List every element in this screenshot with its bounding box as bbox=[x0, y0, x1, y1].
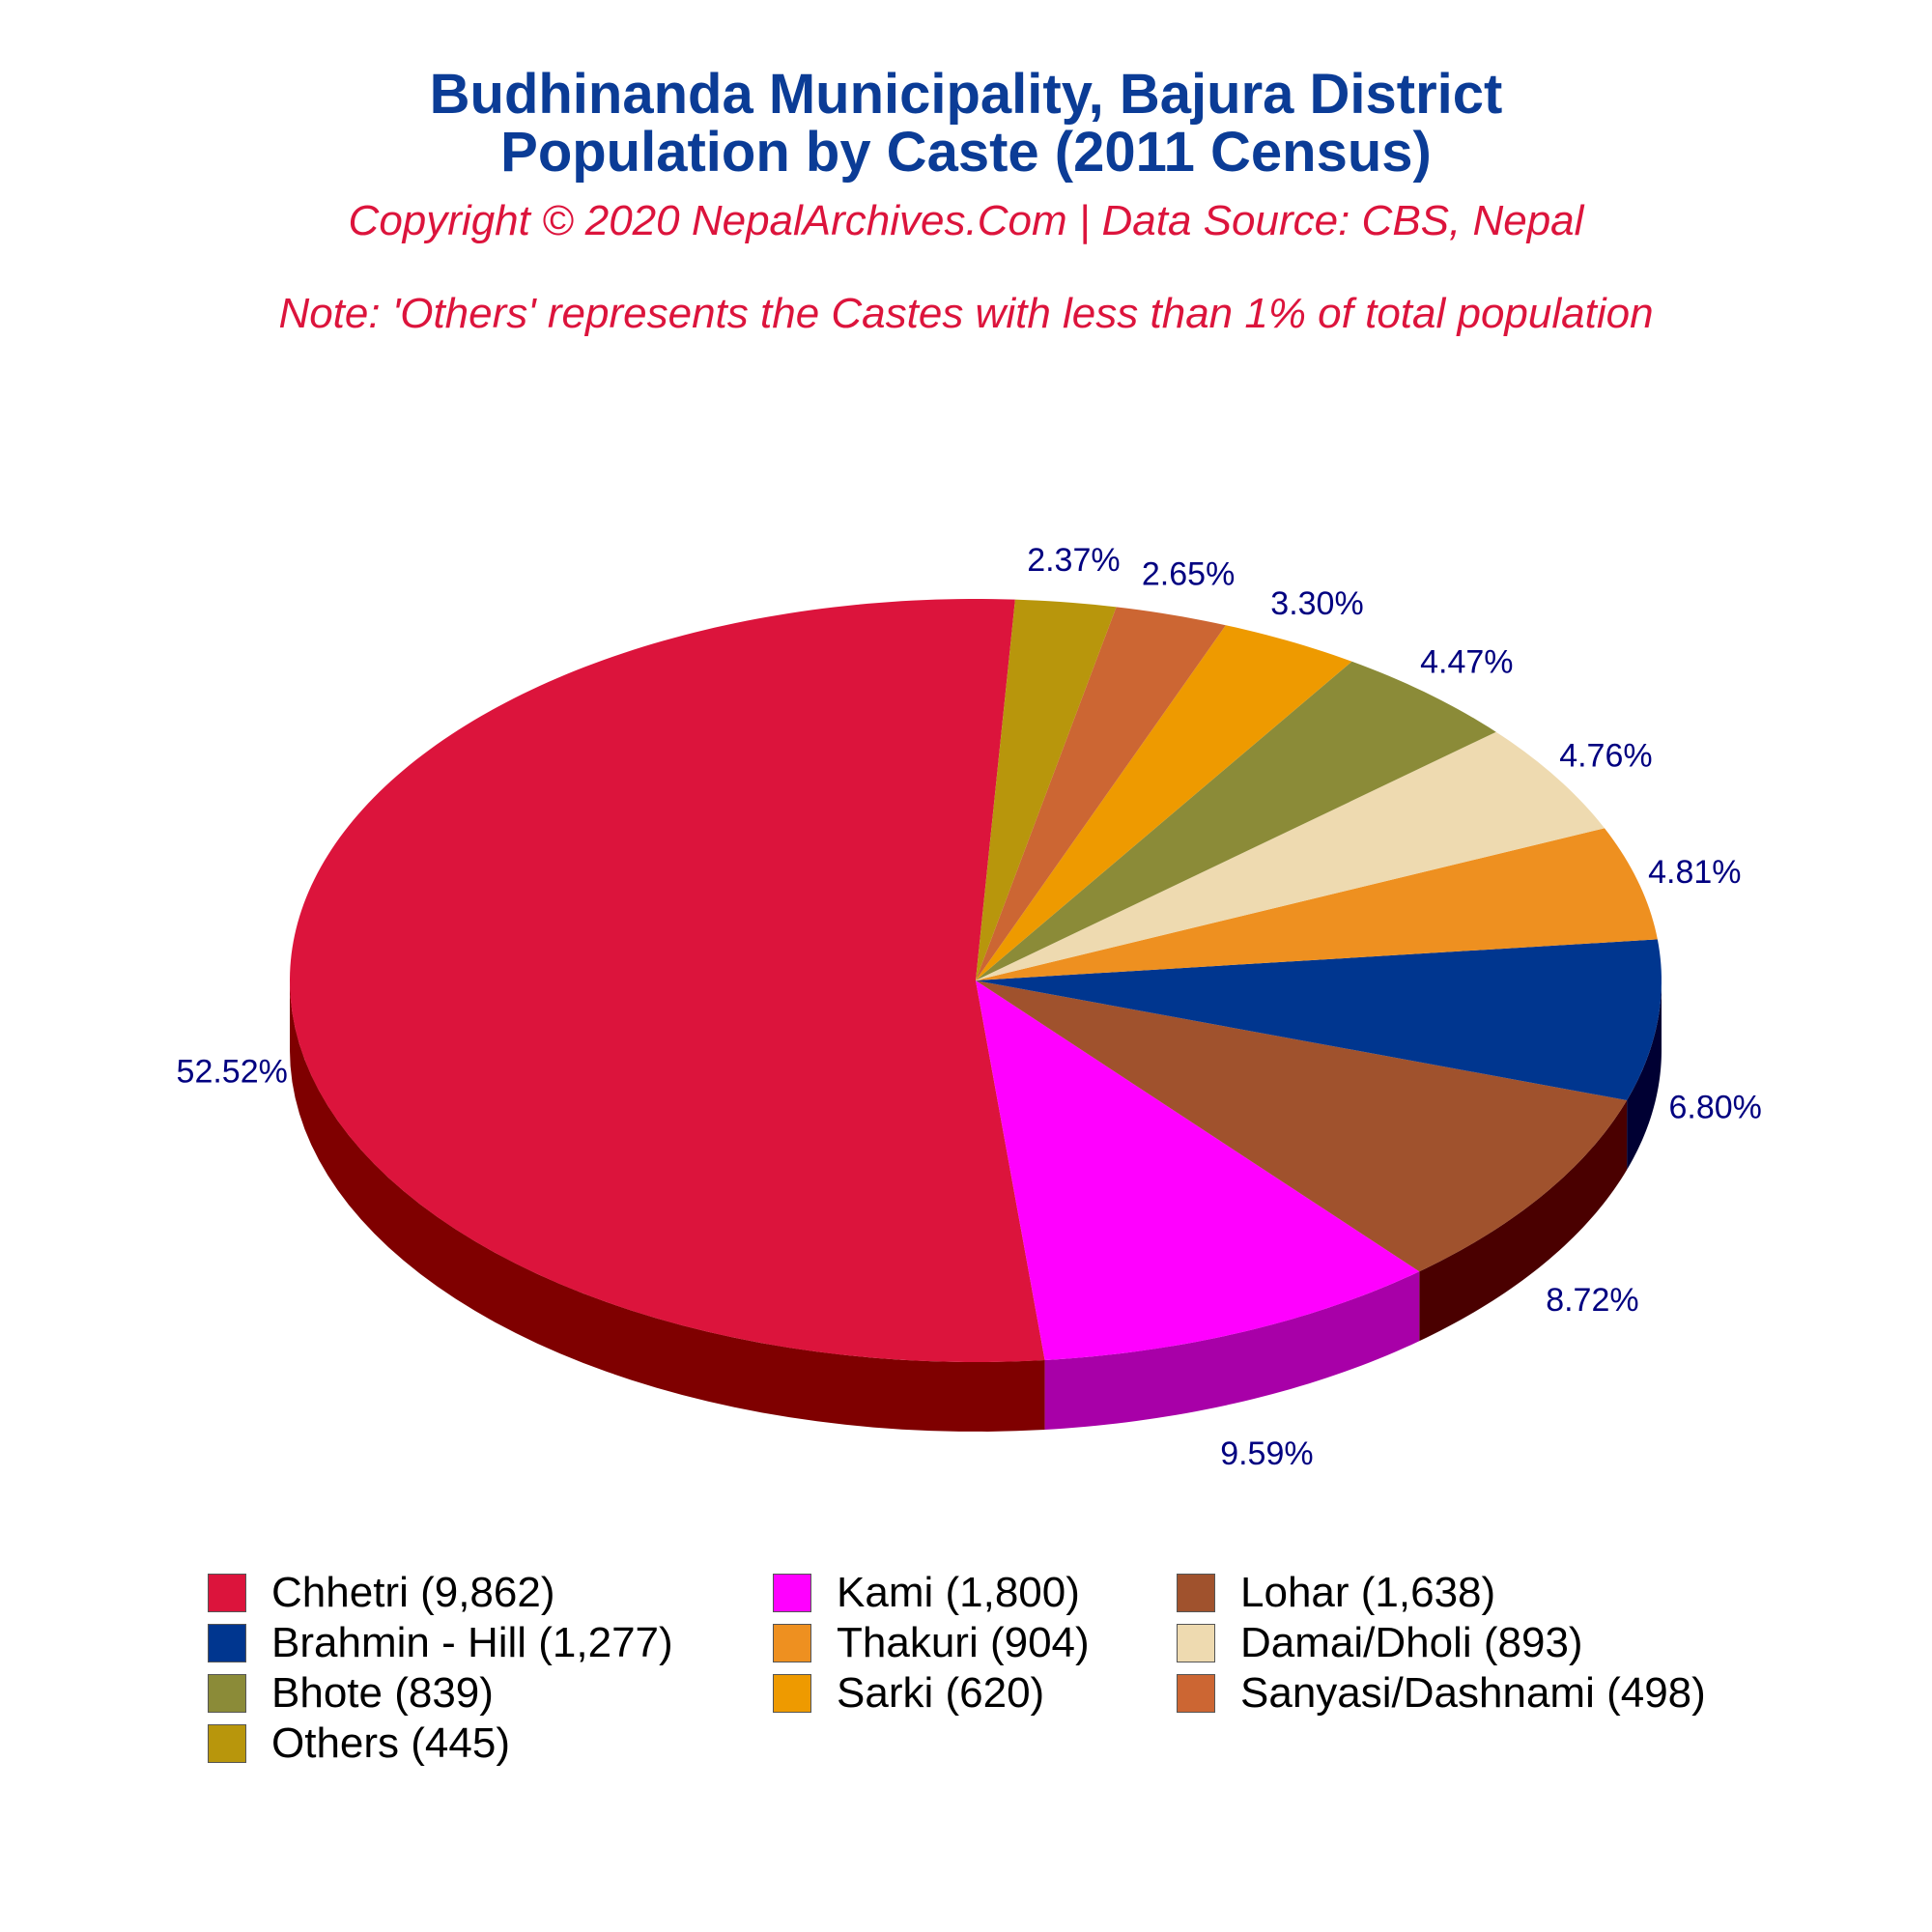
legend-label: Sanyasi/Dashnami (498) bbox=[1240, 1669, 1706, 1717]
pie-slice-brahmin-hill bbox=[976, 939, 1662, 1100]
legend-swatch bbox=[1177, 1574, 1215, 1612]
legend-item-kami: Kami (1,800) bbox=[773, 1567, 1080, 1619]
legend-item-bhote: Bhote (839) bbox=[208, 1667, 494, 1719]
legend-item-sanyasi-dashnami: Sanyasi/Dashnami (498) bbox=[1177, 1667, 1706, 1719]
legend-swatch bbox=[208, 1674, 246, 1713]
pct-label-others: 2.37% bbox=[1027, 542, 1120, 579]
legend-item-thakuri: Thakuri (904) bbox=[773, 1617, 1090, 1669]
legend-label: Damai/Dholi (893) bbox=[1240, 1619, 1583, 1666]
legend-label: Chhetri (9,862) bbox=[271, 1569, 555, 1616]
legend-item-chhetri: Chhetri (9,862) bbox=[208, 1567, 554, 1619]
legend-item-lohar: Lohar (1,638) bbox=[1177, 1567, 1495, 1619]
legend-swatch bbox=[208, 1724, 246, 1763]
legend-label: Bhote (839) bbox=[271, 1669, 494, 1717]
legend-swatch bbox=[773, 1624, 811, 1662]
pct-label-sarki: 3.30% bbox=[1270, 585, 1363, 622]
legend-item-damai-dholi: Damai/Dholi (893) bbox=[1177, 1617, 1583, 1669]
pie-slice-sanyasi-dashnami bbox=[976, 607, 1226, 980]
chart-note: Note: 'Others' represents the Castes wit… bbox=[278, 290, 1654, 337]
pie-slice-damai-dholi bbox=[976, 731, 1605, 980]
pct-label-chhetri: 52.52% bbox=[177, 1054, 288, 1091]
pie-side-lohar bbox=[1419, 1099, 1628, 1342]
pct-label-damai-dholi: 4.76% bbox=[1559, 737, 1652, 774]
legend-item-sarki: Sarki (620) bbox=[773, 1667, 1044, 1719]
chart-title-line-2: Population by Caste (2011 Census) bbox=[500, 121, 1432, 184]
legend-swatch bbox=[1177, 1624, 1215, 1662]
pct-label-sanyasi-dashnami: 2.65% bbox=[1142, 555, 1235, 592]
pct-label-thakuri: 4.81% bbox=[1648, 854, 1741, 891]
chart-subtitle: Copyright © 2020 NepalArchives.Com | Dat… bbox=[348, 197, 1584, 244]
legend-label: Brahmin - Hill (1,277) bbox=[271, 1619, 673, 1666]
pie-slice-sarki bbox=[976, 625, 1352, 980]
pie-slice-kami bbox=[976, 980, 1420, 1360]
pie-slice-lohar bbox=[976, 980, 1628, 1272]
pie-slice-chhetri bbox=[290, 599, 1045, 1362]
pie-side-chhetri bbox=[290, 980, 1045, 1432]
legend-swatch bbox=[1177, 1674, 1215, 1713]
legend-label: Sarki (620) bbox=[837, 1669, 1045, 1717]
pie-slice-others bbox=[976, 599, 1117, 980]
chart-title-line-1: Budhinanda Municipality, Bajura District bbox=[429, 63, 1503, 126]
pie-side-brahmin-hill bbox=[1627, 980, 1662, 1170]
pct-label-lohar: 8.72% bbox=[1546, 1282, 1638, 1319]
legend-swatch bbox=[208, 1574, 246, 1612]
legend-item-others: Others (445) bbox=[208, 1718, 510, 1770]
pie-side-kami bbox=[1044, 1271, 1420, 1430]
legend-label: Thakuri (904) bbox=[837, 1619, 1090, 1666]
pct-label-bhote: 4.47% bbox=[1420, 644, 1513, 681]
pct-label-brahmin-hill: 6.80% bbox=[1668, 1089, 1761, 1125]
legend-item-brahmin-hill: Brahmin - Hill (1,277) bbox=[208, 1617, 673, 1669]
legend-swatch bbox=[773, 1574, 811, 1612]
legend-swatch bbox=[208, 1624, 246, 1662]
legend-label: Others (445) bbox=[271, 1719, 510, 1767]
legend-label: Lohar (1,638) bbox=[1240, 1569, 1496, 1616]
pct-label-kami: 9.59% bbox=[1220, 1435, 1313, 1472]
pie-slice-thakuri bbox=[976, 828, 1658, 980]
pie-slice-bhote bbox=[976, 661, 1496, 980]
legend-swatch bbox=[773, 1674, 811, 1713]
legend-label: Kami (1,800) bbox=[837, 1569, 1080, 1616]
